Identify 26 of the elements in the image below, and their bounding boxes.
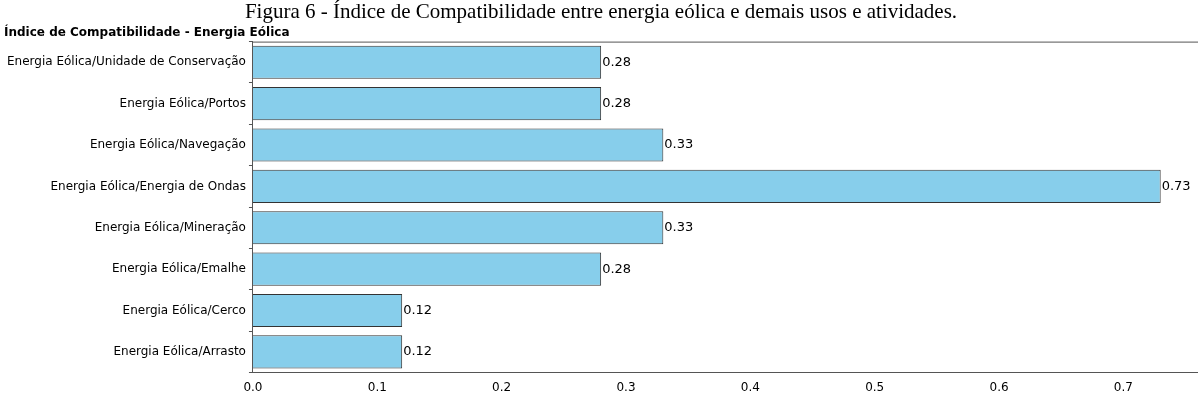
x-tick-label: 0.2 bbox=[492, 379, 512, 394]
x-tick-label: 0.5 bbox=[865, 379, 885, 394]
y-tick-label: Energia Eólica/Navegação bbox=[89, 137, 246, 152]
data-label: 0.28 bbox=[602, 260, 632, 276]
data-label: 0.28 bbox=[602, 53, 632, 69]
data-label: 0.33 bbox=[664, 219, 694, 235]
data-label: 0.33 bbox=[664, 136, 694, 152]
data-label: 0.73 bbox=[1161, 177, 1191, 193]
y-tick-label: Energia Eólica/Cerco bbox=[122, 302, 246, 317]
y-tick-label: Energia Eólica/Portos bbox=[119, 95, 246, 110]
y-tick-label: Energia Eólica/Arrasto bbox=[113, 344, 246, 359]
x-tick-label: 0.3 bbox=[616, 379, 636, 394]
x-tick-label: 0.6 bbox=[989, 379, 1009, 394]
x-tick-label: 0.0 bbox=[243, 379, 263, 394]
y-tick-label: Energia Eólica/Energia de Ondas bbox=[50, 178, 246, 193]
y-tick-label: Energia Eólica/Emalhe bbox=[112, 261, 246, 276]
y-tick-label: Energia Eólica/Mineração bbox=[94, 219, 246, 234]
x-tick-label: 0.1 bbox=[367, 379, 387, 394]
data-label: 0.12 bbox=[403, 301, 433, 317]
data-label: 0.28 bbox=[602, 95, 632, 111]
data-label: 0.12 bbox=[403, 343, 433, 359]
x-tick-label: 0.7 bbox=[1113, 379, 1133, 394]
text: Índice de Compatibilidade - Energia Eólica bbox=[4, 23, 290, 39]
x-tick-label: 0.4 bbox=[740, 379, 760, 394]
chart-title: Figura 6 - Índice de Compatibilidade entre energia eólica e demais usos e atividades. bbox=[244, 0, 958, 24]
y-tick-label: Energia Eólica/Unidade de Conservação bbox=[6, 54, 246, 69]
